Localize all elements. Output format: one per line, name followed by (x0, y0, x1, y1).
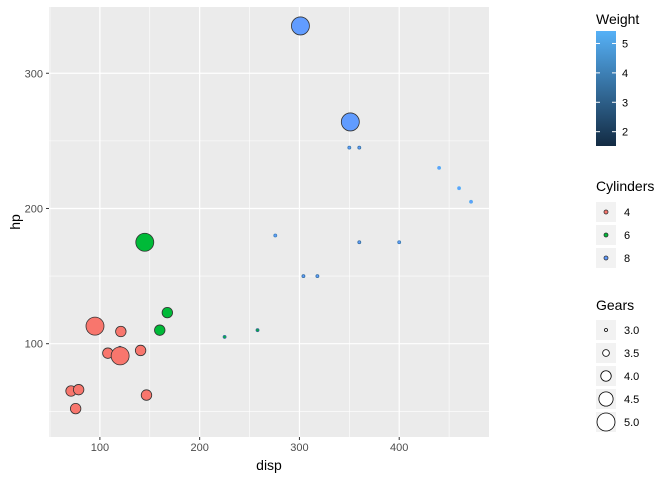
data-point (469, 199, 473, 204)
weight-tick-label: 3 (622, 97, 628, 109)
weight-tick-label: 2 (622, 127, 628, 139)
weight-colorbar-ticks: 2 3 4 5 (596, 38, 628, 139)
x-tick-label: 100 (91, 442, 109, 454)
cylinders-legend-title: Cylinders (596, 178, 654, 194)
data-point (357, 240, 362, 245)
weight-tick-label: 5 (622, 38, 628, 50)
gears-key-label: 3.5 (624, 348, 639, 360)
gears-key-swatch (596, 412, 616, 432)
x-axis-title: disp (256, 457, 282, 473)
data-point (110, 346, 130, 366)
data-point (273, 233, 278, 238)
weight-legend: Weight 2 3 4 5 (596, 11, 639, 146)
x-tick-label: 400 (390, 442, 408, 454)
plot-panel (49, 7, 489, 437)
gears-key-swatch (600, 370, 612, 382)
y-tick-label: 300 (25, 68, 43, 80)
data-point (161, 306, 173, 319)
data-point (85, 316, 105, 336)
weight-colorbar (596, 31, 616, 146)
gears-key-label: 5.0 (624, 417, 639, 429)
data-point (315, 274, 320, 278)
y-tick-label: 200 (25, 203, 43, 215)
x-axis-ticks: 100 200 300 400 (91, 437, 408, 454)
data-point (255, 328, 260, 333)
gears-key-label: 4.0 (624, 371, 639, 383)
data-point (357, 145, 362, 150)
data-point (291, 16, 310, 36)
data-point (457, 186, 461, 191)
gears-legend-keys: 3.0 3.5 4.0 4.5 5.0 (596, 320, 639, 432)
weight-tick-label: 4 (622, 68, 628, 80)
y-axis-ticks: 100 200 300 (25, 68, 49, 351)
y-tick-label: 100 (25, 339, 43, 351)
data-point (437, 166, 442, 170)
y-axis-title: hp (7, 214, 23, 230)
data-point (301, 274, 306, 278)
data-point (340, 112, 360, 132)
gears-key-swatch (598, 391, 614, 407)
data-point (154, 324, 166, 336)
data-point (222, 335, 227, 339)
data-point (72, 384, 85, 396)
gears-key-swatch (602, 349, 610, 357)
cylinders-key-swatch (603, 255, 609, 261)
x-tick-label: 300 (290, 442, 308, 454)
x-tick-label: 200 (190, 442, 208, 454)
major-grid (49, 7, 489, 437)
cylinders-key-swatch (603, 232, 609, 238)
gears-key-label: 4.5 (624, 394, 639, 406)
cylinders-key-swatch (603, 209, 609, 215)
data-points (65, 16, 473, 415)
data-point (347, 145, 352, 150)
gears-key-swatch (604, 328, 608, 332)
cylinders-legend-keys: 4 6 8 (596, 202, 630, 268)
minor-grid (49, 7, 489, 437)
weight-legend-title: Weight (596, 11, 639, 27)
data-point (135, 232, 155, 252)
gears-legend-title: Gears (596, 297, 634, 313)
cylinders-key-label: 6 (624, 230, 630, 242)
cylinders-legend: Cylinders 4 6 8 (596, 178, 654, 268)
data-point (134, 344, 147, 357)
cylinders-key-label: 8 (624, 253, 630, 265)
data-point (140, 389, 153, 401)
gears-legend: Gears 3.0 3.5 4.0 4.5 5.0 (596, 297, 639, 432)
gears-key-label: 3.0 (624, 325, 639, 337)
data-point (115, 325, 127, 338)
data-point (397, 240, 402, 245)
data-point (69, 402, 82, 415)
cylinders-key-label: 4 (624, 207, 630, 219)
